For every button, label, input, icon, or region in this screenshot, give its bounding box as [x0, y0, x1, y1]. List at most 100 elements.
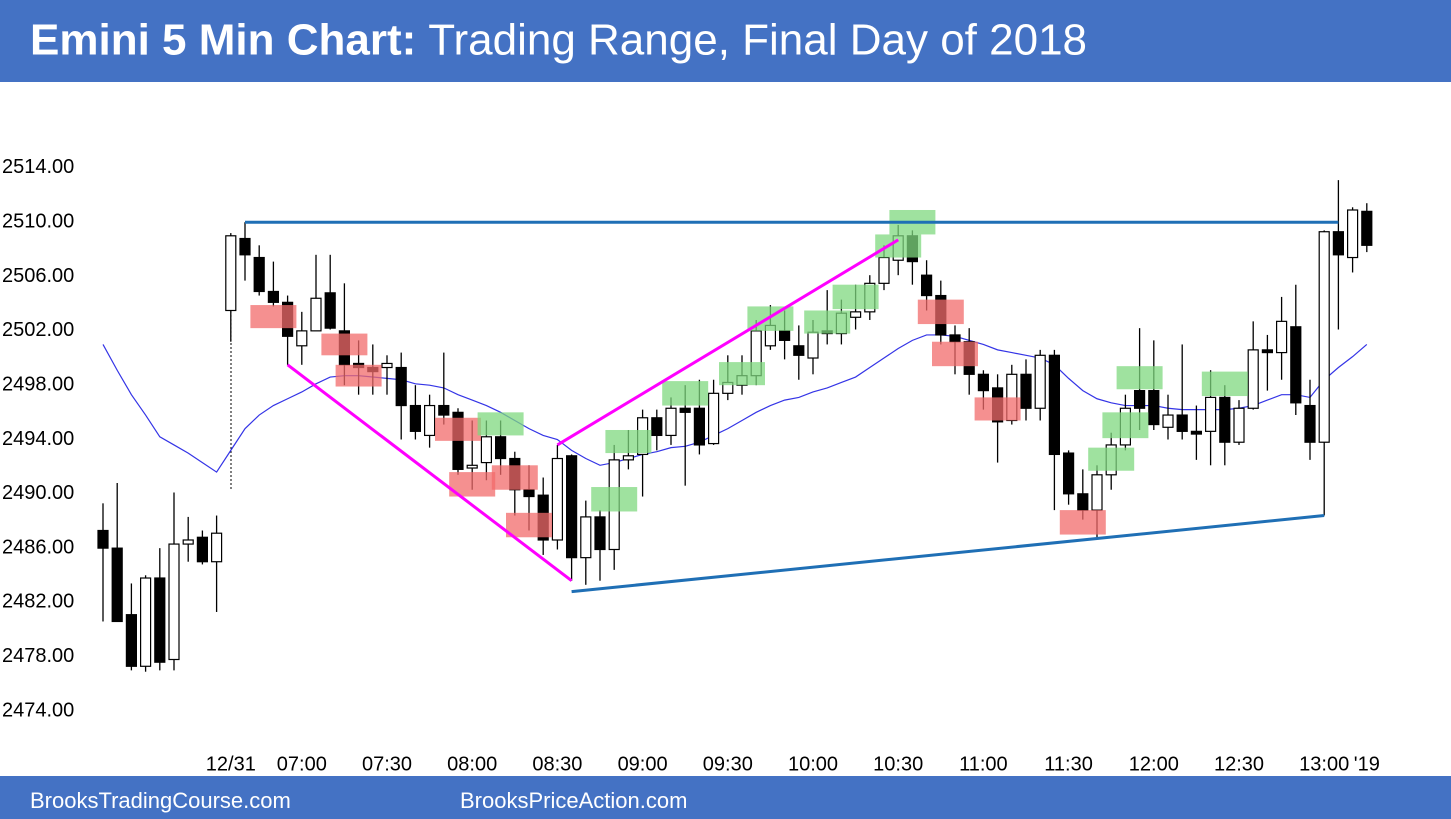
y-tick-label: 2502.00 [2, 319, 74, 341]
candle-body [523, 489, 535, 498]
x-tick-label: 10:00 [788, 753, 838, 775]
signal-box [917, 299, 964, 325]
y-tick-label: 2482.00 [2, 591, 74, 613]
ema-line [102, 334, 1368, 473]
candle-body [1048, 354, 1061, 456]
candle-body [793, 345, 805, 356]
y-tick-label: 2478.00 [2, 645, 74, 667]
candle-body [466, 464, 478, 469]
candle-body [1304, 404, 1316, 443]
candle-body [778, 330, 791, 341]
x-tick-label: 07:00 [277, 753, 327, 775]
signal-box [832, 284, 879, 310]
x-tick-label: 12:00 [1129, 753, 1179, 775]
candle-body [1318, 231, 1330, 443]
candle-body [1261, 349, 1274, 354]
candle-body [551, 457, 564, 541]
candle-body [424, 404, 436, 437]
candle-body [1176, 414, 1188, 432]
candle-body [1034, 354, 1046, 409]
candle-body [622, 455, 635, 461]
x-tick-label: '19 [1354, 753, 1380, 775]
signal-box [719, 362, 765, 386]
trend-line [556, 238, 899, 447]
y-tick-label: 2506.00 [2, 265, 74, 287]
x-tick-label: 12/31 [206, 753, 256, 775]
candle-body [707, 392, 720, 445]
candle-body [807, 331, 819, 359]
signal-box [1059, 510, 1106, 535]
candle-body [1162, 414, 1174, 428]
candle-body [1190, 430, 1203, 435]
signal-box [591, 487, 638, 512]
signal-box [932, 341, 978, 367]
y-tick-label: 2514.00 [2, 156, 74, 178]
candle-body [1275, 320, 1288, 354]
candle-body [580, 516, 592, 559]
y-tick-label: 2494.00 [2, 428, 74, 450]
signal-box [662, 381, 709, 406]
x-tick-label: 11:30 [1044, 753, 1093, 775]
candle-body [168, 543, 180, 661]
candle-body [977, 373, 990, 392]
signal-box [1116, 366, 1163, 390]
chart-title: Trading Range, Final Day of 2018 [428, 16, 1087, 65]
x-tick-label: 11:00 [959, 753, 1008, 775]
signal-box [1102, 412, 1149, 439]
y-tick-label: 2498.00 [2, 373, 74, 395]
footer-right: BrooksPriceAction.com [460, 788, 687, 813]
candle-body [324, 292, 336, 329]
candle-body [565, 455, 578, 559]
candle-body [196, 536, 208, 563]
y-tick-label: 2490.00 [2, 482, 74, 504]
candle-body [1332, 231, 1345, 256]
y-tick-label: 2474.00 [2, 699, 74, 721]
signal-box [321, 333, 368, 356]
x-tick-label: 09:00 [618, 753, 668, 775]
x-tick-label: 12:30 [1214, 753, 1264, 775]
candle-body [1077, 493, 1089, 511]
trend-line [571, 514, 1325, 594]
candle-body [140, 577, 152, 667]
candle-body [1148, 390, 1160, 426]
footer-left: BrooksTradingCourse.com [30, 788, 291, 813]
candle-body [125, 614, 138, 667]
candle-body [296, 330, 308, 347]
candle-body [679, 407, 691, 413]
signal-box [875, 234, 922, 258]
candle-body [395, 366, 407, 407]
candle-body [1062, 452, 1075, 495]
candle-body [182, 539, 194, 545]
candle-body [97, 529, 109, 549]
signal-box [974, 397, 1021, 421]
candle-body [495, 436, 507, 460]
signal-box [1088, 447, 1135, 471]
candle-body [409, 404, 421, 432]
candle-body [1204, 396, 1217, 432]
candle-body [211, 532, 223, 563]
signal-box [435, 417, 481, 441]
candle-body [1346, 209, 1359, 259]
candle-body [1290, 326, 1302, 404]
header-bar [0, 0, 1451, 82]
signal-box [1201, 371, 1248, 397]
candle-body [1361, 210, 1373, 246]
candle-body [920, 274, 933, 297]
candle-body [111, 547, 123, 623]
candle-body [438, 404, 450, 416]
candle-body [1247, 349, 1259, 409]
candle-body [381, 362, 393, 369]
candle-body [1020, 373, 1032, 409]
candle-body [480, 436, 492, 464]
footer-bar [0, 776, 1451, 819]
candle-body [665, 407, 677, 437]
candle-body [267, 290, 279, 303]
candle-body [1233, 407, 1245, 443]
candle-body [1219, 396, 1231, 443]
candle-body [1091, 474, 1103, 511]
candle-body [594, 516, 606, 551]
x-tick-label: 08:30 [532, 753, 582, 775]
candle-body [239, 237, 251, 256]
candle-body [310, 297, 322, 332]
candle-body [949, 334, 961, 343]
